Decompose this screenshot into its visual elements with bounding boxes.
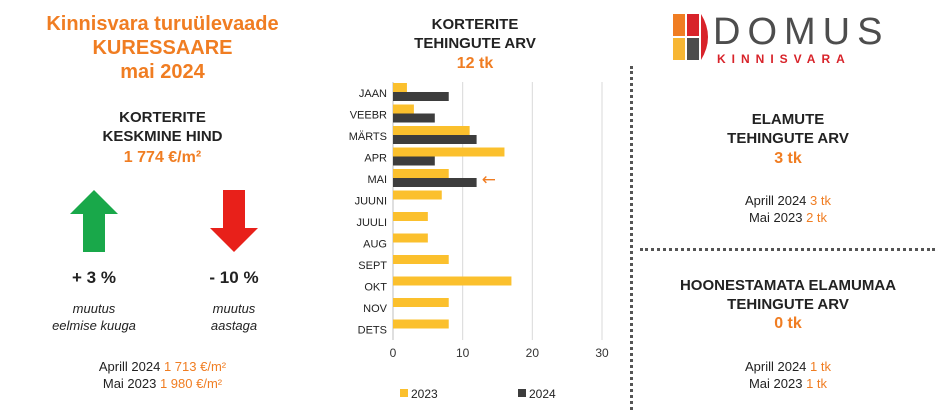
compare-row: Aprill 2024 1 tk bbox=[635, 358, 941, 375]
bar-2023 bbox=[393, 147, 505, 157]
report-title: Kinnisvara turuülevaade KURESSAARE mai 2… bbox=[0, 12, 325, 84]
domus-logo-mark-icon bbox=[673, 14, 708, 60]
bar-2023 bbox=[393, 190, 442, 200]
bar-2023 bbox=[393, 169, 449, 178]
y-tick-label: JUULI bbox=[356, 217, 387, 229]
houses-value: 3 tk bbox=[774, 150, 802, 167]
bar-2023 bbox=[393, 126, 470, 135]
y-tick-label: SEPT bbox=[358, 260, 387, 272]
vertical-divider bbox=[630, 66, 633, 410]
arrow-up-icon bbox=[70, 190, 118, 252]
compare-row: Mai 2023 1 980 €/m² bbox=[0, 375, 325, 392]
compare-label: Mai 2023 bbox=[748, 210, 803, 225]
legend-label: 2023 bbox=[411, 387, 438, 401]
compare-value: 1 980 €/m² bbox=[159, 376, 223, 391]
compare-value: 1 713 €/m² bbox=[163, 359, 227, 374]
houses-heading: ELAMUTE TEHINGUTE ARV bbox=[635, 110, 941, 148]
title-line-2: KURESSAARE bbox=[92, 37, 233, 59]
houses-compare: Aprill 2024 3 tk Mai 2023 2 tk bbox=[635, 192, 941, 226]
change-year-label: muutus aastaga bbox=[174, 300, 294, 334]
change-month-label-2: eelmise kuuga bbox=[52, 318, 136, 333]
y-tick-label: MAI bbox=[367, 174, 387, 186]
domus-logo-name: DOMUS bbox=[713, 11, 890, 53]
compare-value: 1 tk bbox=[810, 359, 832, 374]
arrow-down-icon bbox=[210, 190, 258, 252]
y-tick-label: JUUNI bbox=[355, 195, 387, 207]
annotation-arrow: ← bbox=[482, 170, 496, 190]
apartment-price-compare: Aprill 2024 1 713 €/m² Mai 2023 1 980 €/… bbox=[0, 358, 325, 392]
bar-2024 bbox=[393, 178, 477, 187]
land-value: 0 tk bbox=[774, 315, 802, 332]
compare-label: Mai 2023 bbox=[102, 376, 157, 391]
title-line-1: Kinnisvara turuülevaade bbox=[46, 13, 279, 35]
transactions-bar-chart: 0 10 20 30 JAAN VEEBR MÄRTS APR MAI JUUNI JUULI AUG… bbox=[349, 82, 609, 401]
compare-label: Aprill 2024 bbox=[744, 359, 807, 374]
houses-heading-1: ELAMUTE bbox=[751, 111, 825, 128]
horizontal-divider bbox=[640, 248, 935, 251]
y-tick-label: AUG bbox=[363, 238, 387, 250]
compare-value: 1 tk bbox=[806, 376, 828, 391]
change-month-value: + 3 % bbox=[72, 268, 116, 287]
land-compare: Aprill 2024 1 tk Mai 2023 1 tk bbox=[635, 358, 941, 392]
x-tick-label: 20 bbox=[526, 346, 540, 360]
change-year-value: - 10 % bbox=[209, 268, 259, 287]
houses-heading-2: TEHINGUTE ARV bbox=[727, 130, 849, 147]
bar-2023 bbox=[393, 104, 414, 114]
y-tick-label: JAAN bbox=[359, 88, 387, 100]
bar-2023 bbox=[393, 298, 449, 307]
compare-row: Aprill 2024 3 tk bbox=[635, 192, 941, 209]
compare-label: Mai 2023 bbox=[748, 376, 803, 391]
bar-2024 bbox=[393, 113, 435, 123]
title-line-3: mai 2024 bbox=[120, 61, 205, 83]
compare-row: Aprill 2024 1 713 €/m² bbox=[0, 358, 325, 375]
bar-2023 bbox=[393, 233, 428, 243]
chart-heading-2: TEHINGUTE ARV bbox=[414, 35, 536, 52]
legend-swatch bbox=[518, 389, 526, 397]
apartment-price-heading-2: KESKMINE HIND bbox=[102, 128, 223, 145]
land-heading: HOONESTAMATA ELAMUMAA TEHINGUTE ARV bbox=[635, 276, 941, 314]
chart-heading: KORTERITE TEHINGUTE ARV bbox=[375, 15, 575, 53]
change-year-label-2: aastaga bbox=[210, 318, 258, 333]
bar-2023 bbox=[393, 83, 407, 92]
chart-heading-1: KORTERITE bbox=[431, 16, 519, 33]
compare-row: Mai 2023 1 tk bbox=[635, 375, 941, 392]
apartment-price-value: 1 774 €/m² bbox=[123, 149, 202, 166]
bar-2024 bbox=[393, 92, 449, 101]
legend-label: 2024 bbox=[529, 387, 556, 401]
bar-2024 bbox=[393, 135, 477, 144]
bar-2023 bbox=[393, 212, 428, 221]
bar-2023 bbox=[393, 255, 449, 264]
y-tick-label: DETS bbox=[358, 324, 387, 336]
compare-row: Mai 2023 2 tk bbox=[635, 209, 941, 226]
apartment-price-heading: KORTERITE KESKMINE HIND bbox=[0, 108, 325, 146]
y-tick-label: APR bbox=[364, 152, 387, 164]
legend-swatch bbox=[400, 389, 408, 397]
compare-label: Aprill 2024 bbox=[98, 359, 161, 374]
y-tick-label: NOV bbox=[363, 303, 388, 315]
land-heading-1: HOONESTAMATA ELAMUMAA bbox=[679, 277, 897, 294]
y-tick-label: VEEBR bbox=[350, 109, 387, 121]
x-tick-label: 0 bbox=[390, 346, 397, 360]
change-month-label-1: muutus bbox=[72, 301, 116, 316]
y-tick-label: MÄRTS bbox=[349, 131, 387, 143]
y-tick-label: OKT bbox=[364, 281, 387, 293]
x-tick-label: 10 bbox=[456, 346, 470, 360]
change-month-label: muutus eelmise kuuga bbox=[34, 300, 154, 334]
chart-heading-value: 12 tk bbox=[456, 55, 494, 72]
domus-logo: DOMUS KINNISVARA bbox=[673, 11, 913, 66]
compare-label: Aprill 2024 bbox=[744, 193, 807, 208]
bar-2023 bbox=[393, 319, 449, 329]
compare-value: 3 tk bbox=[810, 193, 832, 208]
x-tick-label: 30 bbox=[595, 346, 609, 360]
change-year-label-1: muutus bbox=[212, 301, 256, 316]
bar-2024 bbox=[393, 156, 435, 166]
compare-value: 2 tk bbox=[806, 210, 828, 225]
bar-2023 bbox=[393, 276, 512, 286]
apartment-price-heading-1: KORTERITE bbox=[119, 109, 206, 126]
domus-logo-sub: KINNISVARA bbox=[717, 52, 851, 66]
land-heading-2: TEHINGUTE ARV bbox=[727, 296, 849, 313]
